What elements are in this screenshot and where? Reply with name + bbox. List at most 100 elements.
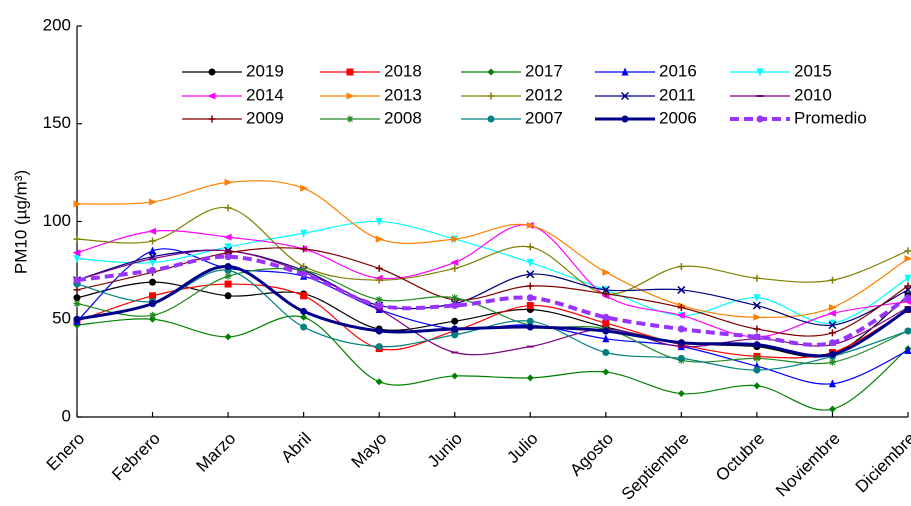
legend-item: 2012 — [461, 85, 563, 104]
marker — [526, 374, 534, 382]
legend-label: 2018 — [384, 61, 422, 80]
legend-item: 2013 — [320, 85, 422, 104]
x-tick-label: Diciembre — [852, 429, 911, 497]
marker — [828, 339, 836, 347]
legend-label: 2010 — [794, 85, 832, 104]
legend-label: 2008 — [384, 108, 422, 127]
legend-label: 2013 — [384, 85, 422, 104]
marker — [828, 358, 836, 366]
marker — [375, 235, 384, 243]
x-tick-label: Febrero — [108, 429, 164, 485]
series-line — [76, 254, 910, 347]
marker — [451, 294, 459, 302]
marker — [300, 292, 308, 300]
marker — [753, 382, 761, 390]
x-tick-label: Agosto — [566, 429, 617, 480]
marker — [149, 300, 157, 308]
series-line — [76, 220, 909, 324]
marker — [375, 327, 383, 335]
marker — [753, 366, 761, 374]
legend-label: 2015 — [794, 61, 832, 80]
marker — [677, 285, 686, 294]
marker — [224, 292, 232, 300]
marker — [149, 266, 157, 274]
marker — [451, 372, 459, 380]
marker — [149, 246, 157, 255]
x-tick-label: Octubre — [712, 429, 768, 485]
marker — [602, 319, 610, 327]
marker — [828, 321, 837, 330]
marker — [526, 221, 535, 229]
marker — [602, 348, 610, 356]
marker — [375, 343, 383, 351]
marker — [224, 253, 232, 261]
x-tick-label: Enero — [43, 429, 89, 475]
marker — [451, 317, 459, 325]
series-line — [76, 180, 909, 318]
marker — [526, 282, 534, 290]
marker — [451, 331, 459, 339]
marker — [487, 115, 495, 123]
marker — [828, 319, 836, 328]
y-tick-label: 50 — [52, 309, 71, 328]
marker — [73, 286, 81, 294]
marker — [526, 317, 534, 325]
marker — [526, 294, 534, 302]
series — [73, 262, 911, 358]
marker — [300, 270, 308, 278]
x-tick-label: Abril — [277, 429, 314, 466]
marker — [224, 204, 232, 212]
marker — [346, 68, 354, 76]
marker — [828, 405, 836, 413]
series — [73, 218, 911, 328]
marker — [904, 255, 911, 263]
legend-label: 2012 — [525, 85, 563, 104]
x-tick-label: Junio — [424, 429, 466, 471]
marker — [677, 339, 685, 347]
x-tick-label: Noviembre — [772, 429, 844, 501]
marker — [621, 67, 629, 76]
marker — [621, 115, 629, 123]
marker — [620, 91, 630, 101]
marker — [149, 237, 157, 245]
marker — [487, 68, 495, 76]
legend-label: 2006 — [659, 108, 697, 127]
marker — [752, 301, 761, 310]
series — [73, 178, 911, 321]
marker — [753, 341, 761, 349]
y-tick-label: 150 — [43, 113, 71, 132]
marker — [300, 184, 309, 192]
marker — [149, 259, 157, 268]
marker — [756, 115, 764, 123]
legend-label: 2009 — [246, 108, 284, 127]
legend-label: 2016 — [659, 61, 697, 80]
marker — [223, 233, 232, 241]
marker — [602, 334, 610, 343]
marker — [601, 285, 610, 294]
series-line — [76, 269, 909, 371]
marker — [904, 247, 911, 255]
marker — [828, 350, 836, 358]
marker — [207, 92, 216, 100]
marker — [451, 302, 459, 310]
series-line — [76, 267, 909, 365]
legend-label: 2014 — [246, 85, 284, 104]
x-tick-label: Julio — [503, 429, 541, 467]
marker — [526, 323, 534, 331]
marker — [450, 259, 459, 267]
marker — [753, 294, 761, 303]
marker — [375, 296, 383, 304]
y-tick-label: 100 — [43, 211, 71, 230]
marker — [904, 346, 911, 355]
series-line — [76, 283, 909, 359]
legend-item: 2006 — [595, 108, 697, 127]
marker — [73, 200, 82, 208]
marker — [526, 259, 534, 268]
y-tick-label: 200 — [43, 15, 71, 34]
marker — [753, 325, 761, 333]
marker — [602, 290, 610, 298]
marker — [828, 379, 836, 388]
marker — [375, 218, 383, 226]
legend-item: 2007 — [461, 108, 563, 127]
